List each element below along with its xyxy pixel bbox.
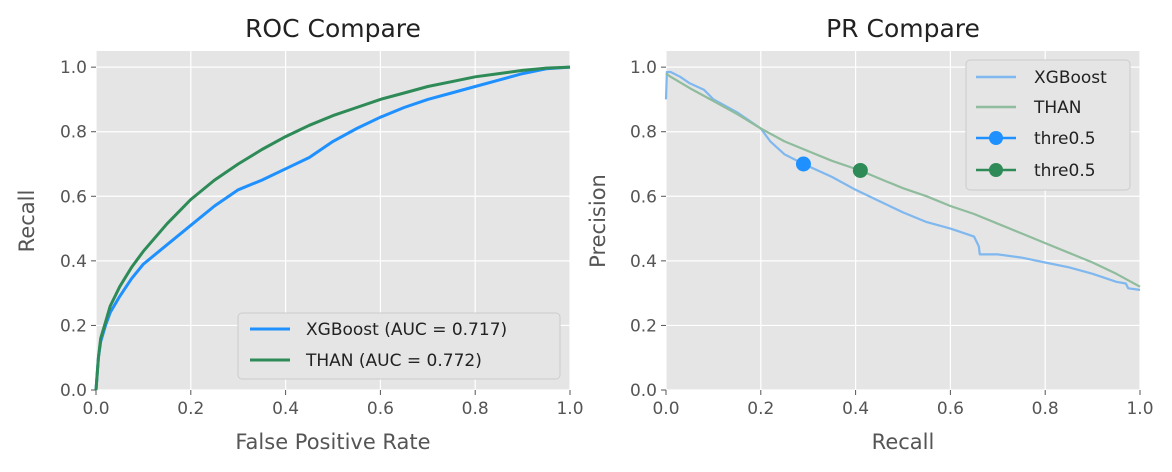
pr-panel: 0.0 0.2 0.4 0.6 0.8 1.0 0.0 0.2 0.4 0.6 0.8 1.0 PR… xyxy=(586,14,1154,454)
pr-x-tick-label: 0.6 xyxy=(937,399,964,419)
pr-x-tick-label: 0.2 xyxy=(747,399,774,419)
roc-x-ticks: 0.0 0.2 0.4 0.6 0.8 1.0 xyxy=(82,390,584,419)
pr-x-tick-label: 0.8 xyxy=(1032,399,1059,419)
roc-y-tick-label: 0.8 xyxy=(60,123,87,143)
pr-legend-box xyxy=(965,59,1131,191)
roc-series xyxy=(94,65,571,391)
pr-x-tick-label: 0.0 xyxy=(652,399,679,419)
roc-x-tick-label: 1.0 xyxy=(556,399,583,419)
pr-threshold-point-1 xyxy=(795,156,811,172)
pr-y-tick-label: 0.2 xyxy=(630,316,657,336)
roc-legend-than-label: THAN (AUC = 0.772) xyxy=(305,351,482,371)
pr-y-ticks: 0.0 0.2 0.4 0.6 0.8 1.0 xyxy=(630,58,666,401)
pr-x-tick-label: 1.0 xyxy=(1126,399,1153,419)
roc-x-tick-label: 0.8 xyxy=(462,399,489,419)
roc-y-tick-label: 0.2 xyxy=(60,316,87,336)
roc-y-axis-label: Recall xyxy=(15,190,39,253)
roc-x-tick-label: 0.2 xyxy=(177,399,204,419)
roc-series-than-line xyxy=(94,65,571,391)
pr-y-tick-label: 1.0 xyxy=(630,58,657,78)
pr-legend-thre-green-marker xyxy=(989,163,1003,177)
roc-panel: 0.0 0.2 0.4 0.6 0.8 1.0 0.0 0.2 0.4 0.6 0.8 1.0 RO… xyxy=(15,14,584,454)
roc-x-tick-label: 0.4 xyxy=(272,399,299,419)
roc-y-tick-label: 1.0 xyxy=(60,58,87,78)
roc-grid xyxy=(95,51,571,391)
pr-title: PR Compare xyxy=(826,14,980,43)
pr-legend-thre-blue-label: thre0.5 xyxy=(1034,129,1096,149)
roc-y-ticks: 0.0 0.2 0.4 0.6 0.8 1.0 xyxy=(60,58,96,401)
pr-y-axis-label: Precision xyxy=(586,174,610,268)
pr-legend: XGBoost THAN thre0.5 thre0.5 xyxy=(965,59,1131,191)
pr-series-xgboost-line xyxy=(664,70,1141,291)
roc-x-tick-label: 0.0 xyxy=(82,399,109,419)
pr-legend-than-label: THAN xyxy=(1033,98,1082,118)
pr-series-than-line xyxy=(665,72,1141,288)
roc-x-axis-label: False Positive Rate xyxy=(235,430,430,454)
roc-title: ROC Compare xyxy=(245,14,421,43)
pr-series xyxy=(664,70,1141,291)
roc-legend-box xyxy=(237,312,561,380)
pr-x-ticks: 0.0 0.2 0.4 0.6 0.8 1.0 xyxy=(652,390,1154,419)
pr-y-tick-label: 0.8 xyxy=(630,123,657,143)
roc-x-tick-label: 0.6 xyxy=(367,399,394,419)
roc-series-xgboost-line xyxy=(94,65,571,391)
pr-x-tick-label: 0.4 xyxy=(842,399,869,419)
pr-threshold-point-2 xyxy=(852,162,868,178)
pr-legend-thre-blue-marker xyxy=(989,131,1003,145)
pr-y-tick-label: 0.0 xyxy=(630,381,657,401)
pr-y-tick-label: 0.4 xyxy=(630,252,657,272)
pr-y-tick-label: 0.6 xyxy=(630,187,657,207)
roc-legend: XGBoost (AUC = 0.717) THAN (AUC = 0.772) xyxy=(237,312,561,380)
pr-legend-thre-green-label: thre0.5 xyxy=(1034,161,1096,181)
roc-legend-xgboost-label: XGBoost (AUC = 0.717) xyxy=(306,320,507,340)
roc-y-tick-label: 0.0 xyxy=(60,381,87,401)
pr-x-axis-label: Recall xyxy=(872,430,935,454)
roc-y-tick-label: 0.6 xyxy=(60,187,87,207)
pr-legend-xgboost-label: XGBoost xyxy=(1034,68,1107,88)
roc-y-tick-label: 0.4 xyxy=(60,252,87,272)
